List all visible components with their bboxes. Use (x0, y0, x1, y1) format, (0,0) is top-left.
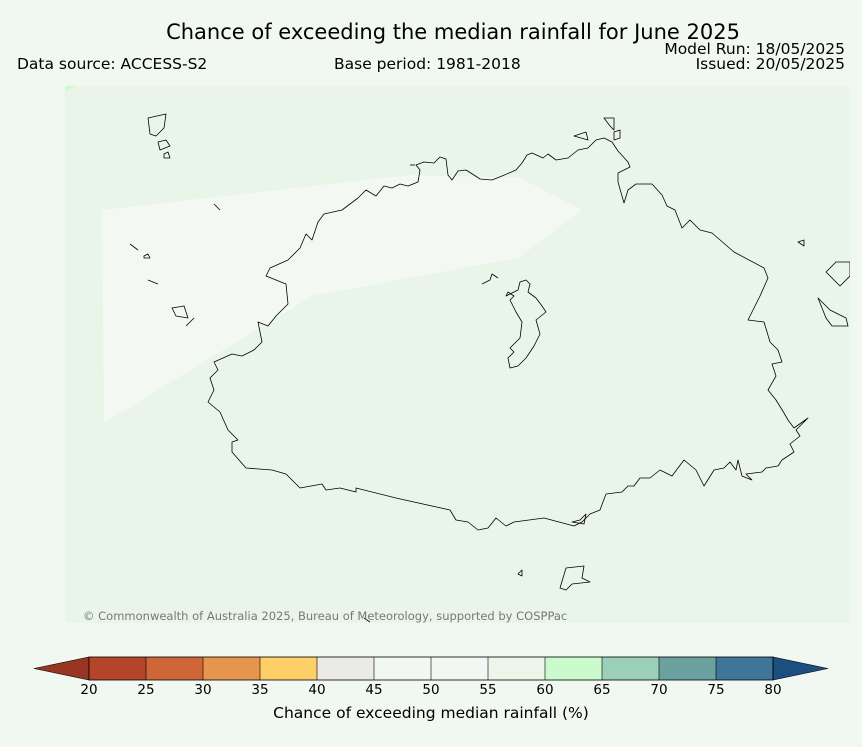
coastline-islet-s-2 (517, 569, 523, 577)
probability-field-60-65 (65, 86, 77, 91)
colorbar-tick-label: 35 (251, 682, 269, 698)
coastline-islet-ne-1 (573, 131, 589, 141)
coastline-fragment-2 (129, 243, 139, 251)
colorbar-segment (146, 657, 203, 680)
map-panel: © Commonwealth of Australia 2025, Bureau… (65, 86, 850, 623)
probability-field-50-55 (102, 175, 582, 423)
colorbar-tick-label: 40 (308, 682, 326, 698)
coastline-islet-w-1 (143, 253, 151, 259)
map-svg (65, 86, 850, 623)
colorbar-segment (317, 657, 374, 680)
coastline-islet-nw-2 (157, 139, 171, 151)
chart-title: Chance of exceeding the median rainfall … (166, 20, 740, 44)
coastline-fragment-4 (185, 317, 195, 327)
base-period-label: Base period: 1981-2018 (334, 55, 521, 73)
colorbar (33, 656, 829, 681)
colorbar-extend-low (33, 656, 90, 681)
coastline-islet-w-2 (171, 305, 189, 319)
model-run-label: Model Run: 18/05/2025 (664, 40, 845, 58)
colorbar-segment (89, 657, 146, 680)
colorbar-segment (260, 657, 317, 680)
colorbar-tick-label: 25 (137, 682, 155, 698)
colorbar-segment (203, 657, 260, 680)
colorbar-tick-label: 30 (194, 682, 212, 698)
coastline-fragment-1 (213, 203, 221, 211)
coastline-islet-s-3 (571, 513, 587, 525)
coastline-islet-e-1 (797, 239, 805, 247)
coastline-islet-nw-1 (147, 113, 167, 137)
colorbar-tick-label: 65 (593, 682, 611, 698)
coastline-fragment-3 (147, 279, 159, 285)
coastline-islet-e-3 (817, 297, 849, 327)
coastline-islet-ne-2 (603, 117, 615, 131)
colorbar-segment (431, 657, 488, 680)
colorbar-segment (716, 657, 773, 680)
colorbar-tick-label: 70 (650, 682, 668, 698)
issued-date-label: Issued: 20/05/2025 (695, 55, 845, 73)
colorbar-outline (88, 656, 774, 681)
coastline-fragment-6 (481, 273, 499, 285)
colorbar-tick-label: 50 (422, 682, 440, 698)
copyright-notice: © Commonwealth of Australia 2025, Bureau… (83, 609, 568, 623)
colorbar-segment (488, 657, 545, 680)
colorbar-label: Chance of exceeding median rainfall (%) (273, 704, 589, 722)
colorbar-tick-label: 55 (479, 682, 497, 698)
coastline-islet-s-1 (559, 565, 591, 591)
coastline-main-island (207, 137, 809, 531)
coastline-islet-e-2 (825, 261, 850, 287)
colorbar-tick-label: 80 (764, 682, 782, 698)
colorbar-segment (602, 657, 659, 680)
colorbar-segment (659, 657, 716, 680)
colorbar-segment (374, 657, 431, 680)
colorbar-tick-label: 20 (80, 682, 98, 698)
colorbar-tick-label: 60 (536, 682, 554, 698)
coastline-lake-island (505, 279, 547, 369)
coastline-islet-ne-3 (613, 129, 621, 141)
data-source-label: Data source: ACCESS-S2 (17, 55, 208, 73)
colorbar-tick-label: 75 (707, 682, 725, 698)
colorbar-segment (545, 657, 602, 680)
colorbar-extend-high (772, 656, 829, 681)
coastline-islet-nw-3 (163, 151, 171, 159)
colorbar-tick-label: 45 (365, 682, 383, 698)
coastline-fragment-7 (363, 617, 371, 623)
